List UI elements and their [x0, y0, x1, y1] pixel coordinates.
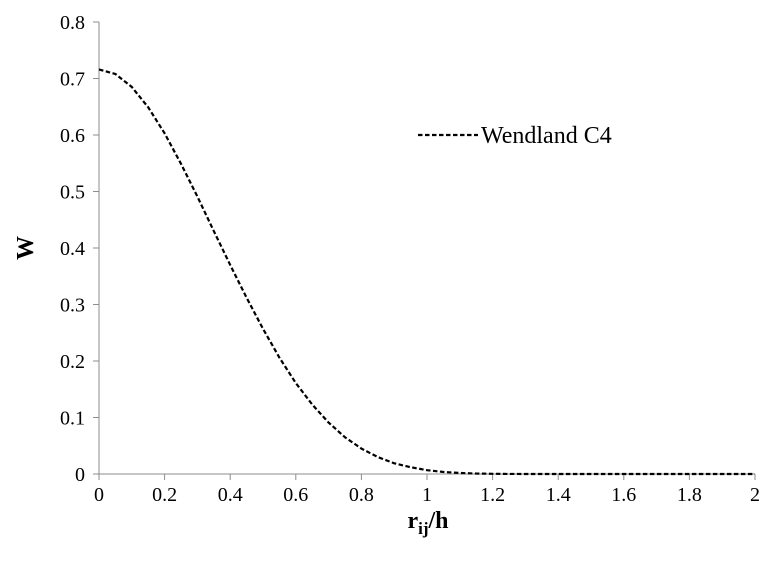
x-axis-title-subscript: ij — [418, 519, 428, 538]
x-tick-label: 0.2 — [152, 484, 177, 506]
x-tick-label: 2 — [750, 484, 760, 506]
y-tick-label: 0.1 — [60, 408, 85, 430]
x-axis-title: rij/h — [407, 508, 448, 538]
x-tick-label: 0.6 — [283, 484, 308, 506]
y-tick-label: 0.3 — [60, 295, 85, 317]
plot-area: 0 0.2 0.4 0.6 0.8 1 1.2 1.4 1.6 1.8 2 0 0.1 0.2 0.3 0.… — [60, 12, 760, 506]
y-tick-label: 0.4 — [60, 238, 85, 260]
series-line-wendland-c4 — [98, 68, 755, 476]
y-tick-label: 0.7 — [60, 69, 85, 91]
x-tick-label: 1.2 — [480, 484, 505, 506]
y-tick-label: 0.6 — [60, 125, 85, 147]
y-axis-ticks: 0 0.1 0.2 0.3 0.4 0.5 0.6 0.7 0.8 — [60, 12, 99, 486]
x-tick-label: 0.8 — [349, 484, 374, 506]
x-tick-label: 0.4 — [218, 484, 243, 506]
y-tick-label: 0.2 — [60, 351, 85, 373]
x-axis-title-rest: /h — [428, 508, 449, 534]
x-tick-label: 1 — [422, 484, 432, 506]
legend-label-wendland-c4: Wendland C4 — [481, 123, 612, 149]
y-tick-label: 0.8 — [60, 12, 85, 34]
x-tick-label: 1.8 — [677, 484, 702, 506]
legend: Wendland C4 — [418, 123, 612, 149]
x-tick-label: 1.6 — [611, 484, 636, 506]
y-tick-label: 0 — [75, 464, 85, 486]
x-axis-ticks: 0 0.2 0.4 0.6 0.8 1 1.2 1.4 1.6 1.8 2 — [94, 474, 760, 506]
y-tick-label: 0.5 — [60, 182, 85, 204]
x-axis-title-main: r — [407, 508, 418, 534]
x-tick-label: 0 — [94, 484, 104, 506]
y-axis-title: W — [13, 236, 39, 260]
x-tick-label: 1.4 — [546, 484, 571, 506]
